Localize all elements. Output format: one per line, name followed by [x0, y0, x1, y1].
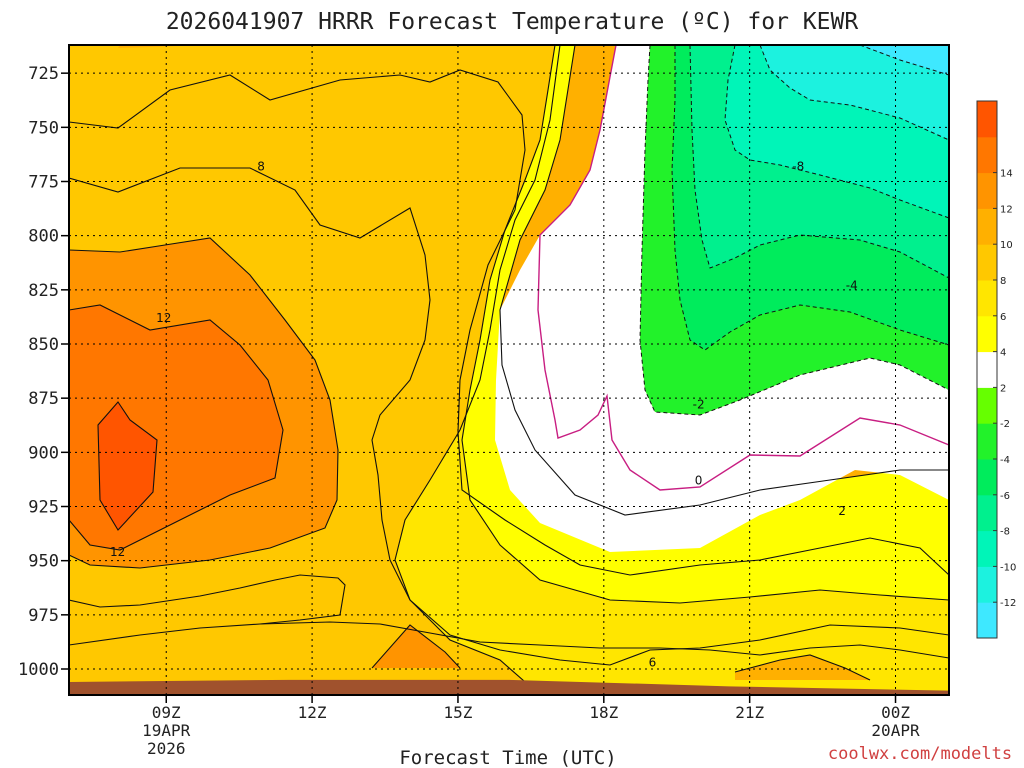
fill-band-0-2: [495, 45, 949, 552]
grid-lines: [69, 45, 949, 695]
y-tick-label-750: 750: [28, 118, 59, 138]
y-tick-label-975: 975: [28, 606, 59, 626]
x-tick-date-09z: 19APR: [142, 721, 191, 740]
y-tick-label-775: 775: [28, 173, 59, 193]
colorbar-segment-12: [977, 172, 997, 209]
fill-band-16-plus: [98, 402, 157, 530]
contour-label: -4: [846, 279, 858, 293]
colorbar-segment-1: [977, 566, 997, 603]
y-tick-label-825: 825: [28, 281, 59, 301]
contour-label: 2: [838, 504, 846, 518]
colorbar-label: 2: [1000, 383, 1006, 394]
colorbar-segment-2: [977, 530, 997, 567]
colorbar-segment-7: [977, 351, 997, 388]
y-tick-label-850: 850: [28, 335, 59, 355]
x-tick-label-21z: 21Z: [735, 703, 764, 722]
colorbar-label: 4: [1000, 348, 1006, 359]
colorbar: -12 -10 -8 -6 -4 -2 2 4 6 8 10 12 14: [976, 100, 1016, 639]
x-tick-label-15z: 15Z: [443, 703, 472, 722]
y-tick-label-925: 925: [28, 498, 59, 518]
colorbar-label: 14: [1000, 169, 1013, 180]
isotherm-10: [69, 237, 339, 569]
fill-band-neg12-neg10: [760, 45, 949, 140]
contour-label: 6: [649, 656, 657, 670]
colorbar-label: 8: [1000, 276, 1006, 287]
isotherm-neg8: [724, 45, 949, 219]
isotherm-neg4: [671, 45, 949, 351]
colorbar-segment-14: [977, 101, 997, 138]
isotherm-neg2: [639, 45, 949, 416]
y-tick-label-950: 950: [28, 552, 59, 572]
contour-label: -2: [693, 398, 705, 412]
contour-labels: 12 12 8 6 2 0 -2 -4 -8: [110, 159, 858, 670]
colorbar-label: -2: [1000, 419, 1010, 430]
x-tick-label-12z: 12Z: [298, 703, 327, 722]
colorbar-label: 6: [1000, 312, 1006, 323]
y-tick-label-725: 725: [28, 64, 59, 84]
x-tick-label-09z: 09Z: [152, 703, 181, 722]
colorbar-label: -10: [1000, 562, 1016, 573]
colorbar-segment-0: [977, 602, 997, 639]
colorbar-label: -8: [1000, 527, 1010, 538]
y-tick-label-1000: 1000: [18, 660, 59, 680]
colorbar-segment-9: [977, 280, 997, 317]
ground-below-surface: [69, 679, 949, 695]
chart-title: 2026041907 HRRR Forecast Temperature (ºC…: [166, 9, 859, 35]
x-tick-year-09z: 2026: [147, 739, 186, 758]
isotherm-6-lower: [69, 621, 949, 659]
dashed-isotherms: [639, 45, 949, 416]
contour-label: 12: [156, 311, 171, 325]
fill-band-neg14-neg12: [860, 45, 949, 75]
plot-frame: [68, 44, 950, 696]
credit-text: coolwx.com/modelts: [828, 744, 1012, 764]
y-tick-label-875: 875: [28, 389, 59, 409]
isotherm-neg12: [859, 45, 949, 76]
x-axis-title: Forecast Time (UTC): [399, 747, 616, 768]
solid-isotherms: [69, 45, 949, 695]
colorbar-segment-8: [977, 315, 997, 353]
fill-band-12-14-near-surface: [372, 625, 460, 668]
isotherm-12: [69, 304, 284, 551]
isotherm-neg6: [689, 45, 949, 279]
colorbar-segment-5: [977, 423, 997, 460]
isotherm-neg10: [759, 45, 949, 141]
y-tick-label-800: 800: [28, 227, 59, 247]
plot-area: 12 12 8 6 2 0 -2 -4 -8: [69, 45, 949, 695]
colorbar-label: 10: [1000, 240, 1013, 251]
colorbar-segment-13: [977, 136, 997, 174]
colorbar-label: -6: [1000, 491, 1010, 502]
x-tick-label-18z: 18Z: [589, 703, 618, 722]
isotherm-6-upper: [394, 45, 561, 695]
x-tick-date-00z: 20APR: [871, 721, 920, 740]
isotherm-12-near-surface: [371, 624, 461, 669]
x-tick-label-00z: 00Z: [881, 703, 910, 722]
contour-label: 8: [257, 159, 265, 173]
colorbar-segment-6: [977, 387, 997, 424]
contour-label: 0: [695, 474, 703, 488]
isotherm-10-near-surface: [734, 654, 871, 681]
isotherm-4: [69, 69, 949, 576]
colorbar-segment-4: [977, 459, 997, 496]
y-tick-label-900: 900: [28, 443, 59, 463]
colorbar-label: -4: [1000, 455, 1010, 466]
y-axis: 725 750 775 800 825 850 875 900 925 950 975 1000: [18, 64, 69, 680]
isotherm-4-lower: [461, 45, 949, 604]
colorbar-segment-10: [977, 244, 997, 281]
colorbar-segment-3: [977, 494, 997, 532]
colorbar-label: -12: [1000, 598, 1016, 609]
isotherm-14: [97, 401, 158, 531]
fill-band-10-12-near-surface: [735, 655, 870, 680]
isotherm-8-lower: [69, 574, 346, 625]
isotherm-0: [537, 45, 949, 491]
colorbar-label: 12: [1000, 204, 1013, 215]
fill-band-2-4: [462, 45, 949, 603]
colorbar-frame: [976, 100, 998, 639]
contour-label: -8: [792, 159, 804, 173]
colorbar-segment-11: [977, 208, 997, 245]
freezing-isotherm: [537, 45, 949, 491]
contour-label: 12: [110, 545, 125, 559]
isotherm-2: [499, 45, 949, 516]
